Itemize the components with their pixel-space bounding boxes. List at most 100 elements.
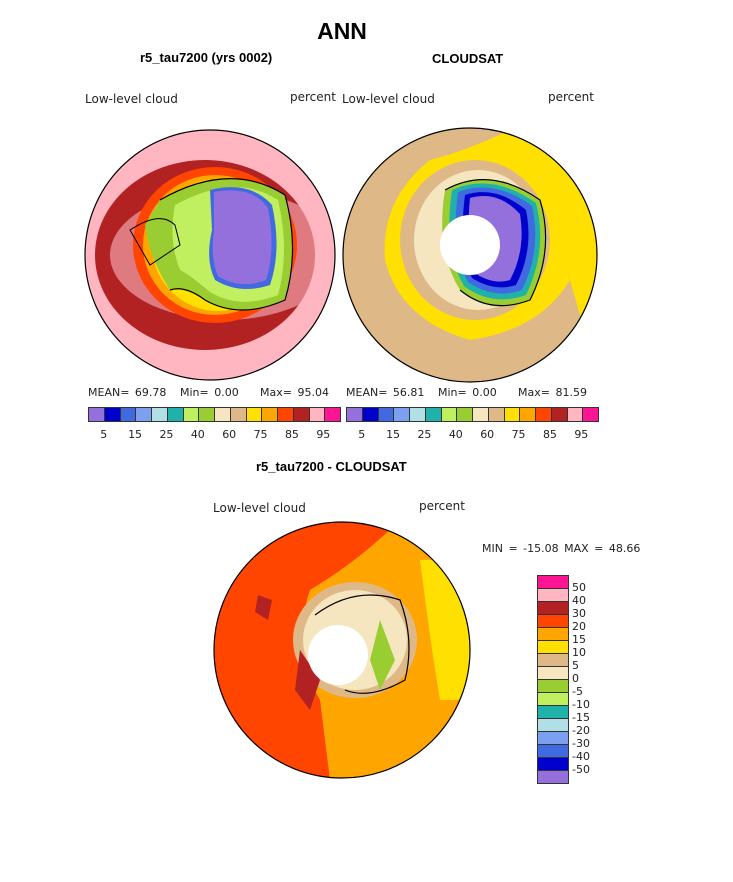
- colorbar-tick-label: 5: [358, 428, 366, 441]
- colorbar-swatch: [538, 719, 568, 732]
- colorbar-tick-label: 60: [222, 428, 237, 441]
- colorbar-tick-label: 15: [572, 633, 586, 646]
- panel1-units-label: percent: [290, 90, 336, 104]
- colorbar-tick-label: 75: [253, 428, 268, 441]
- colorbar-swatch: [538, 615, 568, 628]
- panel1-colorbar: [88, 407, 341, 422]
- panel2-colorbar: [346, 407, 599, 422]
- colorbar-swatch: [538, 654, 568, 667]
- colorbar-swatch: [152, 408, 168, 421]
- panel2-min: Min= 0.00: [438, 386, 497, 399]
- panel1-map: [85, 130, 335, 380]
- colorbar-tick-label: -50: [572, 763, 590, 776]
- colorbar-tick-label: 30: [572, 607, 586, 620]
- panel2-units-label: percent: [548, 90, 594, 104]
- colorbar-swatch: [278, 408, 294, 421]
- colorbar-tick-label: -15: [572, 711, 590, 724]
- colorbar-tick-label: 15: [386, 428, 401, 441]
- colorbar-swatch: [520, 408, 536, 421]
- colorbar-tick-label: 25: [417, 428, 432, 441]
- colorbar-tick-label: 15: [128, 428, 143, 441]
- colorbar-swatch: [457, 408, 473, 421]
- colorbar-swatch: [538, 628, 568, 641]
- colorbar-swatch: [89, 408, 105, 421]
- colorbar-swatch: [538, 758, 568, 771]
- colorbar-tick-label: -30: [572, 737, 590, 750]
- colorbar-swatch: [215, 408, 231, 421]
- panel1-mean: MEAN= 69.78: [88, 386, 167, 399]
- panel3-variable-label: Low-level cloud: [213, 501, 306, 515]
- colorbar-swatch: [293, 408, 310, 421]
- colorbar-tick-label: 85: [284, 428, 299, 441]
- panel1-title: r5_tau7200 (yrs 0002): [140, 50, 273, 65]
- colorbar-swatch: [410, 408, 426, 421]
- diff-colorbar: [537, 575, 569, 784]
- colorbar-tick-label: -5: [572, 685, 583, 698]
- colorbar-swatch: [551, 408, 568, 421]
- colorbar-tick-label: -10: [572, 698, 590, 711]
- panel2-max: Max= 81.59: [518, 386, 587, 399]
- colorbar-swatch: [347, 408, 363, 421]
- panel3-minmax: MIN = -15.08 MAX = 48.66: [482, 542, 641, 555]
- colorbar-swatch: [538, 589, 568, 602]
- colorbar-tick-label: 40: [190, 428, 205, 441]
- colorbar-tick-label: 10: [572, 646, 586, 659]
- colorbar-swatch: [183, 408, 200, 421]
- colorbar-tick-label: -20: [572, 724, 590, 737]
- colorbar-tick-label: 40: [572, 594, 586, 607]
- panel2-map: [343, 128, 597, 382]
- colorbar-swatch: [538, 706, 568, 719]
- colorbar-swatch: [325, 408, 340, 421]
- colorbar-swatch: [538, 641, 568, 654]
- colorbar-swatch: [394, 408, 410, 421]
- colorbar-swatch: [441, 408, 458, 421]
- colorbar-swatch: [136, 408, 152, 421]
- colorbar-swatch: [583, 408, 598, 421]
- colorbar-swatch: [246, 408, 263, 421]
- colorbar-swatch: [538, 667, 568, 680]
- colorbar-swatch: [309, 408, 326, 421]
- colorbar-swatch: [538, 745, 568, 758]
- colorbar-tick-label: 95: [574, 428, 589, 441]
- panel3-title: r5_tau7200 - CLOUDSAT: [256, 459, 407, 474]
- panel2-title: CLOUDSAT: [432, 51, 504, 66]
- panel1-min: Min= 0.00: [180, 386, 239, 399]
- panel3-units-label: percent: [419, 499, 465, 513]
- colorbar-swatch: [536, 408, 552, 421]
- colorbar-swatch: [425, 408, 442, 421]
- colorbar-swatch: [473, 408, 489, 421]
- colorbar-swatch: [567, 408, 584, 421]
- colorbar-swatch: [120, 408, 137, 421]
- colorbar-swatch: [538, 771, 568, 783]
- panel1-max: Max= 95.04: [260, 386, 329, 399]
- colorbar-tick-label: 0: [572, 672, 579, 685]
- colorbar-swatch: [488, 408, 505, 421]
- colorbar-swatch: [104, 408, 121, 421]
- colorbar-swatch: [538, 732, 568, 745]
- colorbar-tick-label: 40: [448, 428, 463, 441]
- colorbar-swatch: [167, 408, 184, 421]
- colorbar-tick-label: 60: [480, 428, 495, 441]
- colorbar-tick-label: 95: [316, 428, 331, 441]
- colorbar-tick-label: 20: [572, 620, 586, 633]
- colorbar-swatch: [538, 693, 568, 706]
- colorbar-swatch: [262, 408, 278, 421]
- panel2-mean: MEAN= 56.81: [346, 386, 425, 399]
- figure-title: ANN: [317, 18, 367, 44]
- colorbar-tick-label: 75: [511, 428, 526, 441]
- colorbar-swatch: [538, 602, 568, 615]
- colorbar-tick-label: 50: [572, 581, 586, 594]
- colorbar-swatch: [538, 576, 568, 589]
- colorbar-tick-label: -40: [572, 750, 590, 763]
- panel2-variable-label: Low-level cloud: [342, 92, 435, 106]
- panel1-variable-label: Low-level cloud: [85, 92, 178, 106]
- colorbar-swatch: [378, 408, 395, 421]
- colorbar-swatch: [362, 408, 379, 421]
- colorbar-tick-label: 85: [542, 428, 557, 441]
- colorbar-swatch: [199, 408, 215, 421]
- colorbar-tick-label: 5: [100, 428, 108, 441]
- colorbar-tick-label: 25: [159, 428, 174, 441]
- colorbar-tick-label: 5: [572, 659, 579, 672]
